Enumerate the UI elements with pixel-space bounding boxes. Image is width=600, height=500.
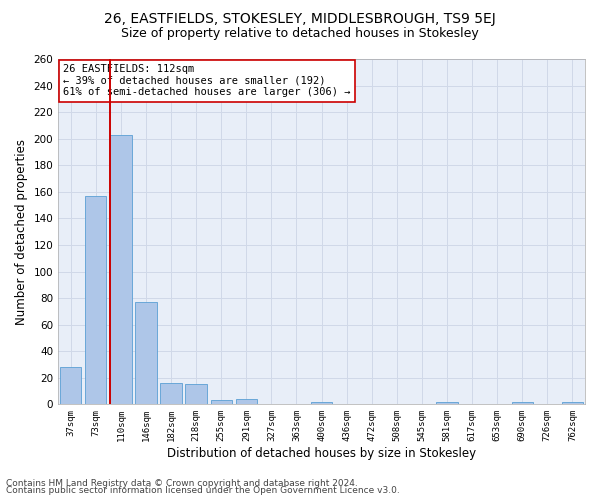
Text: Size of property relative to detached houses in Stokesley: Size of property relative to detached ho… [121, 28, 479, 40]
Bar [211, 400, 232, 404]
Y-axis label: Number of detached properties: Number of detached properties [15, 138, 28, 324]
Bar [136, 302, 157, 404]
Bar [185, 384, 207, 404]
Bar [311, 402, 332, 404]
Bar [436, 402, 458, 404]
Bar [110, 134, 131, 404]
Bar [85, 196, 106, 404]
Text: Contains public sector information licensed under the Open Government Licence v3: Contains public sector information licen… [6, 486, 400, 495]
Bar [512, 402, 533, 404]
Bar [60, 367, 82, 405]
Bar [562, 402, 583, 404]
Text: Contains HM Land Registry data © Crown copyright and database right 2024.: Contains HM Land Registry data © Crown c… [6, 478, 358, 488]
Bar [160, 383, 182, 404]
Bar [236, 399, 257, 404]
X-axis label: Distribution of detached houses by size in Stokesley: Distribution of detached houses by size … [167, 447, 476, 460]
Text: 26, EASTFIELDS, STOKESLEY, MIDDLESBROUGH, TS9 5EJ: 26, EASTFIELDS, STOKESLEY, MIDDLESBROUGH… [104, 12, 496, 26]
Text: 26 EASTFIELDS: 112sqm
← 39% of detached houses are smaller (192)
61% of semi-det: 26 EASTFIELDS: 112sqm ← 39% of detached … [64, 64, 351, 98]
